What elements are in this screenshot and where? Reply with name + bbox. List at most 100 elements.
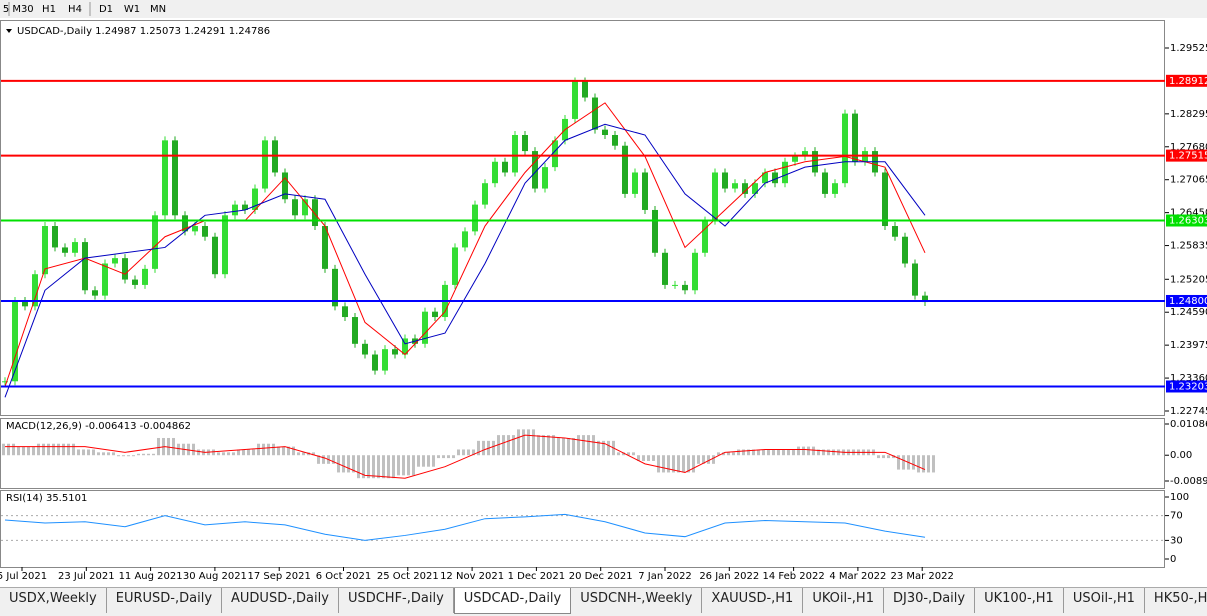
macd-bar	[562, 437, 565, 456]
macd-bar	[497, 435, 500, 456]
timeframe-button[interactable]: 5	[3, 4, 9, 15]
candle	[732, 183, 738, 189]
macd-bar	[192, 443, 195, 456]
macd-bar	[177, 443, 180, 456]
macd-bar	[597, 440, 600, 456]
candle	[502, 161, 508, 173]
candle	[842, 113, 848, 184]
chart-tab[interactable]: EURUSD-,Daily	[107, 588, 223, 613]
candle	[662, 252, 668, 285]
toolbar	[0, 0, 1207, 18]
chart-tab[interactable]: USOil-,H1	[1064, 588, 1145, 613]
rsi-axis-label: 100	[1170, 492, 1189, 503]
date-label: 26 Jan 2022	[699, 571, 759, 582]
macd-bar	[887, 455, 890, 459]
level-label: 1.24800	[1169, 296, 1207, 307]
macd-bar	[297, 452, 300, 456]
candle	[282, 172, 288, 200]
timeframe-button[interactable]: D1	[99, 4, 113, 15]
chart-tab[interactable]: UK100-,H1	[975, 588, 1064, 613]
date-label: 11 Aug 2021	[119, 571, 183, 582]
candle	[432, 311, 438, 318]
macd-bar	[902, 455, 905, 470]
chart-tab[interactable]: XAUUSD-,H1	[702, 588, 804, 613]
macd-bar	[622, 452, 625, 456]
macd-bar	[62, 443, 65, 456]
chart-tab[interactable]: DJ30-,Daily	[884, 588, 976, 613]
macd-bar	[417, 455, 420, 467]
candle	[362, 343, 368, 355]
moving-average	[4, 123, 926, 398]
timeframe-button[interactable]: H4	[68, 4, 82, 15]
candle	[452, 247, 458, 285]
macd-bar	[232, 452, 235, 456]
chart-tab[interactable]: HK50-,H1	[1145, 588, 1207, 613]
candle	[462, 231, 468, 248]
candle	[192, 226, 198, 232]
macd-bar	[677, 455, 680, 473]
candle	[722, 172, 728, 189]
macd-bar	[687, 455, 690, 473]
price-label: 1.28295	[1170, 109, 1207, 120]
candle	[792, 156, 798, 162]
candle	[622, 145, 628, 194]
macd-bar	[467, 449, 470, 456]
candle	[602, 129, 608, 136]
macd-label: MACD(12,26,9) -0.006413 -0.004862	[6, 421, 191, 432]
macd-bar	[522, 429, 525, 456]
candle	[592, 97, 598, 130]
macd-bar	[332, 455, 335, 464]
macd-bar	[372, 455, 375, 479]
rsi-axis-label: 70	[1170, 511, 1183, 522]
timeframe-button[interactable]: W1	[124, 4, 140, 15]
timeframe-button[interactable]: H1	[42, 4, 56, 15]
macd-axis-label: 0.00	[1170, 450, 1192, 461]
macd-bar	[107, 452, 110, 456]
macd-bar	[197, 449, 200, 456]
candle	[922, 295, 928, 303]
macd-bar	[472, 449, 475, 456]
candle	[892, 226, 898, 237]
candle	[302, 199, 308, 216]
macd-bar	[537, 435, 540, 456]
chart-tab[interactable]: USDCNH-,Weekly	[571, 588, 703, 613]
macd-bar	[787, 449, 790, 456]
chart-tab[interactable]: UKOil-,H1	[803, 588, 884, 613]
candle	[182, 215, 188, 232]
macd-bar	[552, 435, 555, 456]
macd-bar	[477, 440, 480, 456]
macd-bar	[47, 443, 50, 456]
macd-bar	[732, 452, 735, 456]
macd-bar	[572, 437, 575, 456]
macd-bar	[577, 435, 580, 456]
chart-tab[interactable]: AUDUSD-,Daily	[222, 588, 339, 613]
date-label: 4 Mar 2022	[829, 571, 886, 582]
candle	[242, 204, 248, 210]
timeframe-button[interactable]: MN	[150, 4, 166, 15]
price-label: 1.25205	[1170, 274, 1207, 285]
macd-bar	[652, 455, 655, 461]
macd-bar	[912, 455, 915, 470]
macd-bar	[52, 443, 55, 456]
macd-bar	[287, 446, 290, 456]
level-label: 1.28912	[1169, 76, 1207, 87]
macd-bar	[662, 455, 665, 473]
macd-bar	[222, 452, 225, 456]
candle	[822, 172, 828, 194]
macd-bar	[342, 455, 345, 473]
candle	[252, 188, 258, 210]
chart-tab[interactable]: USDX,Weekly	[0, 588, 107, 613]
terminal: USDCAD-,Daily 1.24987 1.25073 1.24291 1.…	[0, 0, 1207, 587]
chart-tab[interactable]: USDCAD-,Daily	[453, 588, 572, 614]
macd-bar	[557, 437, 560, 456]
macd-bar	[442, 455, 445, 459]
macd-bar	[277, 446, 280, 456]
candle	[122, 258, 128, 280]
date-label: 20 Dec 2021	[569, 571, 633, 582]
candle	[52, 226, 58, 248]
macd-bar	[642, 455, 645, 461]
timeframe-button[interactable]: M30	[12, 4, 33, 15]
chart-tab[interactable]: USDCHF-,Daily	[339, 588, 454, 613]
macd-bar	[692, 455, 695, 473]
macd-bar	[157, 437, 160, 456]
